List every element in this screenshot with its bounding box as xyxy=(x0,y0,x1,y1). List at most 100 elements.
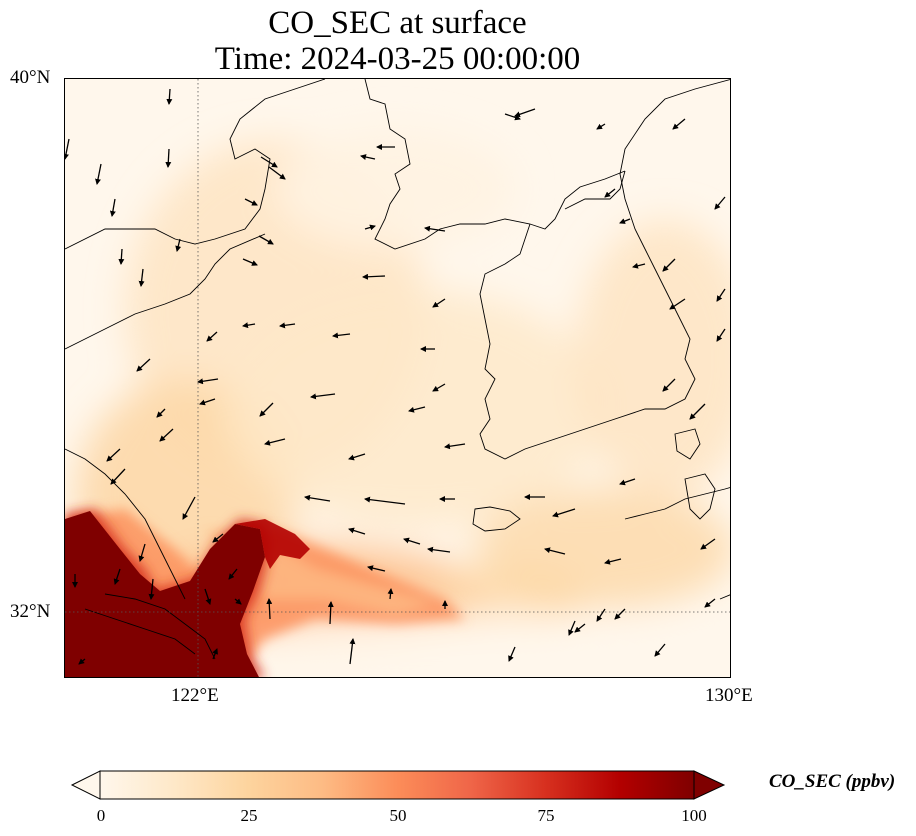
wind-vector xyxy=(408,406,426,413)
wind-vector xyxy=(259,402,274,417)
map-panel xyxy=(64,78,731,678)
lat-label-32n: 32°N xyxy=(10,601,51,622)
wind-vector xyxy=(662,258,676,272)
wind-vector xyxy=(669,298,686,310)
wind-vector xyxy=(444,443,466,450)
wind-vector xyxy=(118,248,125,265)
wind-vector xyxy=(716,328,726,342)
map-canvas xyxy=(65,79,730,677)
wind-vector xyxy=(204,588,212,605)
wind-vector xyxy=(197,378,219,385)
wind-vector xyxy=(552,508,576,518)
wind-vector xyxy=(65,138,70,160)
wind-vector xyxy=(700,538,716,550)
wind-vector xyxy=(662,378,676,392)
plot-title-line-1: CO_SEC at surface xyxy=(268,5,527,41)
wind-vector xyxy=(604,188,616,198)
wind-vector xyxy=(514,108,536,118)
wind-vector xyxy=(136,358,151,372)
wind-vector xyxy=(432,298,446,308)
wind-vector xyxy=(110,468,126,485)
wind-vector xyxy=(78,658,86,665)
wind-vector xyxy=(403,537,421,545)
wind-vector xyxy=(348,527,366,535)
wind-vector xyxy=(614,608,626,620)
wind-vector xyxy=(424,225,446,232)
wind-vector xyxy=(156,408,166,418)
wind-vector xyxy=(109,198,116,217)
wind-vector xyxy=(106,448,121,462)
wind-vector xyxy=(234,598,242,605)
plot-title-line-2: Time: 2024-03-25 00:00:00 xyxy=(214,41,581,77)
colorbar-tick-50: 50 xyxy=(389,806,407,825)
wind-vector xyxy=(504,113,521,121)
wind-vector xyxy=(362,273,386,280)
wind-vector xyxy=(242,258,258,266)
wind-vector xyxy=(199,398,216,406)
colorbar-tick-100: 100 xyxy=(681,806,707,825)
wind-vector xyxy=(596,123,606,130)
colorbar-extend-max xyxy=(693,770,726,800)
wind-vector xyxy=(332,332,351,339)
wind-vector xyxy=(544,547,566,555)
wind-vector xyxy=(113,568,121,585)
lon-label-130e: 130°E xyxy=(705,685,753,706)
wind-vector xyxy=(367,565,386,572)
wind-vector xyxy=(212,533,224,543)
wind-vector xyxy=(689,403,706,420)
wind-vector xyxy=(348,453,366,461)
wind-vector xyxy=(387,588,394,600)
wind-vector xyxy=(364,496,406,505)
wind-vector xyxy=(138,543,146,562)
wind-vector xyxy=(716,288,726,302)
wind-vector xyxy=(632,262,646,269)
wind-vector xyxy=(212,648,218,660)
wind-vector xyxy=(427,546,451,553)
wind-vector xyxy=(672,118,686,130)
wind-vector xyxy=(242,322,256,329)
wind-vector xyxy=(304,494,331,502)
wind-vector xyxy=(310,393,336,400)
wind-vector xyxy=(654,643,666,657)
colorbar-extend-min xyxy=(70,770,101,800)
wind-vector xyxy=(604,558,622,565)
wind-vector xyxy=(360,154,376,160)
wind-vector xyxy=(166,88,173,105)
coastlines xyxy=(65,79,730,660)
wind-vector xyxy=(327,601,334,625)
colorbar-tick-25: 25 xyxy=(240,806,258,825)
concentration-field xyxy=(65,79,730,677)
wind-vector xyxy=(596,608,606,622)
wind-vector xyxy=(228,568,238,580)
wind-vectors xyxy=(65,88,726,665)
lon-label-122e: 122°E xyxy=(171,685,219,706)
colorbar-title: CO_SEC (ppbv) xyxy=(769,771,896,792)
colorbar-tick-0: 0 xyxy=(96,806,106,825)
lat-label-40n: 40°N xyxy=(10,67,51,88)
wind-vector xyxy=(258,235,274,245)
wind-vector xyxy=(148,578,155,600)
wind-vector xyxy=(165,148,172,168)
colorbar xyxy=(70,770,726,800)
wind-vector xyxy=(432,383,446,392)
colorbar-gradient xyxy=(99,770,695,800)
wind-vector xyxy=(714,196,726,210)
wind-vector xyxy=(349,638,356,665)
wind-vector xyxy=(138,268,145,287)
wind-vector xyxy=(175,238,182,252)
wind-vector xyxy=(264,438,286,446)
wind-vector xyxy=(574,623,586,633)
wind-vector xyxy=(508,646,516,662)
wind-vector xyxy=(279,322,296,329)
wind-vector xyxy=(364,224,376,231)
wind-vector xyxy=(182,496,196,520)
wind-vector xyxy=(704,598,716,608)
wind-vector xyxy=(244,198,258,206)
wind-vector xyxy=(619,218,631,224)
wind-vector xyxy=(95,163,102,185)
colorbar-tick-75: 75 xyxy=(537,806,555,825)
wind-vector xyxy=(266,598,273,620)
wind-vector xyxy=(159,428,174,442)
wind-vector xyxy=(260,156,278,168)
wind-vector xyxy=(568,620,576,636)
